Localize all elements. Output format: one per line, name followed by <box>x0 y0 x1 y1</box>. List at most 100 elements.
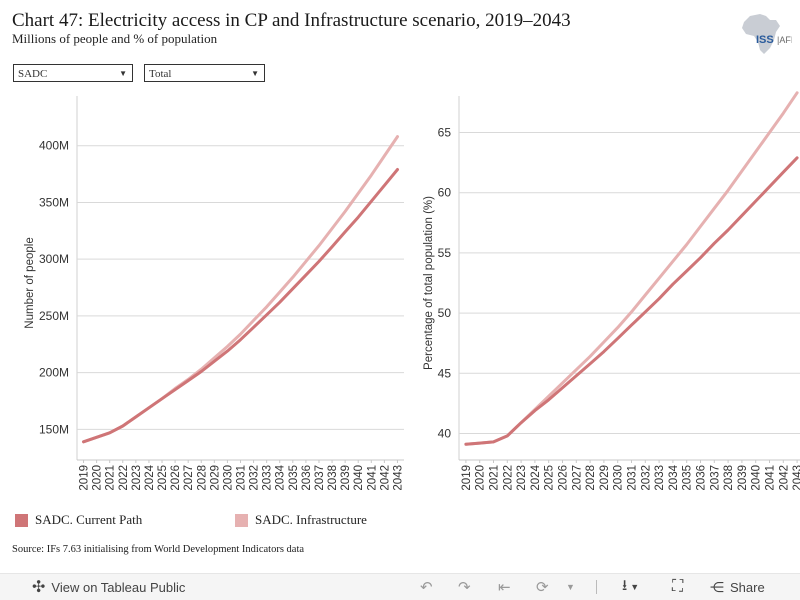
tableau-toolbar: ✣ View on Tableau Public ↶ ↷ ⇤ ⟳ ▼ ⭳ ▼ ⛶… <box>0 573 800 600</box>
chart-title: Chart 47: Electricity access in CP and I… <box>12 10 571 31</box>
x-tick-label: 2040 <box>751 465 763 491</box>
x-tick-label: 2037 <box>709 465 721 491</box>
view-on-tableau-button[interactable]: ✣ View on Tableau Public <box>32 574 185 600</box>
x-tick-label: 2030 <box>222 465 234 491</box>
x-tick-label: 2034 <box>668 464 680 490</box>
x-tick-label: 2032 <box>249 465 261 491</box>
iss-africa-logo: ISS |AFI <box>742 14 792 54</box>
group-filter-value: Total <box>149 68 172 80</box>
series-line-current-path[interactable] <box>464 156 799 446</box>
x-tick-label: 2029 <box>209 465 221 491</box>
x-tick-label: 2021 <box>489 465 501 491</box>
x-tick-label: 2026 <box>558 465 570 491</box>
x-tick-label: 2036 <box>301 465 313 491</box>
revert-icon[interactable]: ⇤ <box>498 579 511 596</box>
share-label: Share <box>730 579 765 595</box>
x-tick-label: 2038 <box>723 465 735 491</box>
x-tick-label: 2034 <box>275 464 287 490</box>
undo-icon[interactable]: ↶ <box>420 579 433 596</box>
legend-label-infrastructure: SADC. Infrastructure <box>255 512 367 527</box>
series-line-infrastructure[interactable] <box>82 135 399 444</box>
legend-swatch-current-path <box>15 513 28 527</box>
x-tick-label: 2019 <box>79 465 91 491</box>
series-line-infrastructure[interactable] <box>464 91 799 446</box>
x-tick-label: 2032 <box>640 465 652 491</box>
chart-subtitle: Millions of people and % of population <box>12 31 218 46</box>
view-on-tableau-label: View on Tableau Public <box>51 579 186 595</box>
x-tick-label: 2029 <box>599 465 611 491</box>
legend-current-path[interactable]: SADC. Current Path <box>15 510 142 530</box>
logo-text: ISS <box>756 34 774 46</box>
x-tick-label: 2042 <box>778 465 790 491</box>
group-filter-select[interactable]: Total ▼ <box>144 64 265 82</box>
legend-infrastructure[interactable]: SADC. Infrastructure <box>235 510 367 530</box>
share-button[interactable]: ⋲ Share <box>710 574 765 600</box>
x-tick-label: 2022 <box>502 465 514 491</box>
y-tick-label: 300M <box>39 252 69 266</box>
x-tick-label: 2038 <box>327 465 339 491</box>
x-tick-label: 2023 <box>131 465 143 491</box>
x-tick-label: 2030 <box>613 465 625 491</box>
percentage-chart: 40 45 50 55 60 65 2019 2020 2021 2022 2023 2024 2025… <box>423 91 800 491</box>
y-tick-label: 150M <box>39 422 69 436</box>
x-tick-label: 2024 <box>530 464 542 490</box>
redo-icon[interactable]: ↷ <box>458 579 471 596</box>
share-icon: ⋲ <box>710 578 724 595</box>
x-tick-label: 2043 <box>392 465 404 491</box>
x-tick-label: 2039 <box>340 465 352 491</box>
x-tick-label: 2025 <box>157 465 169 491</box>
region-filter-value: SADC <box>18 68 48 80</box>
x-tick-label: 2025 <box>544 465 556 491</box>
y-axis-title: Number of people <box>24 237 36 328</box>
x-tick-label: 2035 <box>288 465 300 491</box>
toolbar-divider <box>596 580 597 594</box>
y-tick-label: 40 <box>438 427 452 441</box>
download-icon: ⭳ <box>622 576 628 594</box>
x-tick-label: 2031 <box>627 465 639 491</box>
x-tick-label: 2022 <box>118 465 130 491</box>
x-tick-label: 2024 <box>144 464 156 490</box>
x-tick-label: 2020 <box>92 465 104 491</box>
legend-label-current-path: SADC. Current Path <box>35 512 143 527</box>
x-tick-label: 2028 <box>196 465 208 491</box>
x-tick-label: 2019 <box>461 465 473 491</box>
chevron-down-icon: ▼ <box>630 582 640 592</box>
y-tick-label: 65 <box>438 125 452 139</box>
y-tick-label: 55 <box>438 246 452 260</box>
y-tick-label: 350M <box>39 195 69 209</box>
x-tick-label: 2035 <box>682 465 694 491</box>
x-tick-label: 2040 <box>353 465 365 491</box>
y-tick-label: 45 <box>438 366 452 380</box>
legend-swatch-infrastructure <box>235 513 248 527</box>
y-axis-title: Percentage of total population (%) <box>423 196 435 370</box>
x-tick-label: 2039 <box>737 465 749 491</box>
x-tick-label: 2033 <box>262 465 274 491</box>
chevron-down-icon: ▼ <box>251 69 259 78</box>
y-tick-label: 200M <box>39 366 69 380</box>
region-filter-select[interactable]: SADC ▼ <box>13 64 133 82</box>
x-tick-label: 2041 <box>765 465 777 491</box>
fullscreen-icon[interactable]: ⛶ <box>672 578 684 595</box>
download-button[interactable]: ⭳ ▼ <box>622 574 639 600</box>
y-tick-label: 60 <box>438 186 452 200</box>
chevron-down-icon: ▼ <box>119 69 127 78</box>
y-tick-label: 400M <box>39 139 69 153</box>
x-tick-label: 2020 <box>475 465 487 491</box>
y-tick-label: 50 <box>438 306 452 320</box>
tableau-logo-icon: ✣ <box>32 579 46 596</box>
x-tick-label: 2036 <box>696 465 708 491</box>
x-tick-label: 2033 <box>654 465 666 491</box>
x-tick-label: 2031 <box>236 465 248 491</box>
x-tick-label: 2023 <box>516 465 528 491</box>
x-tick-label: 2042 <box>379 465 391 491</box>
chevron-down-icon[interactable]: ▼ <box>566 582 575 592</box>
series-line-current-path[interactable] <box>82 168 399 444</box>
x-tick-label: 2026 <box>170 465 182 491</box>
people-chart: 150M 200M 250M 300M 350M 400M 2019 2020 2021 2022… <box>24 96 404 491</box>
x-tick-label: 2021 <box>105 465 117 491</box>
x-tick-label: 2028 <box>585 465 597 491</box>
x-tick-label: 2027 <box>183 465 195 491</box>
x-tick-label: 2041 <box>366 465 378 491</box>
refresh-icon[interactable]: ⟳ <box>536 579 549 596</box>
logo-suffix: |AFI <box>777 35 792 45</box>
